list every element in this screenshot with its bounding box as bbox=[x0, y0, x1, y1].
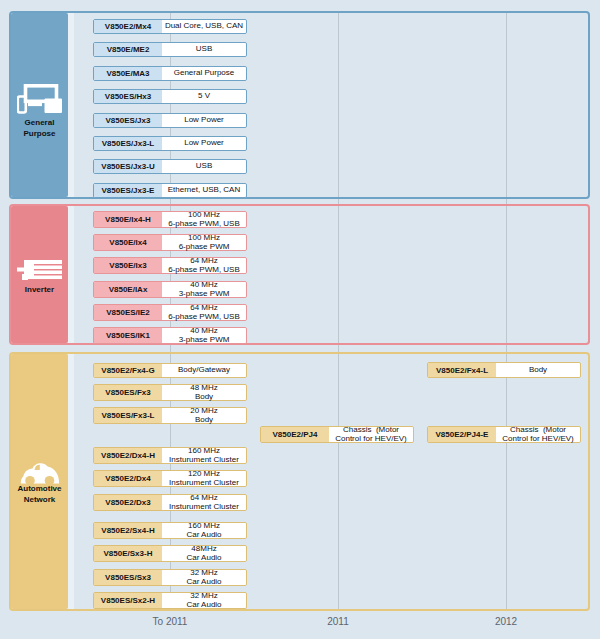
chip-V850E/MA3: V850E/MA3General Purpose bbox=[93, 66, 247, 81]
part-number: V850ES/Sx3 bbox=[94, 570, 162, 585]
chip-V850E/Ix4: V850E/Ix4100 MHz6-phase PWM bbox=[93, 234, 247, 251]
part-description: Low Power bbox=[162, 114, 246, 127]
part-description: 20 MHzBody bbox=[162, 408, 246, 423]
timeline-label: To 2011 bbox=[153, 616, 188, 627]
chip-V850E2/Fx4-L: V850E2/Fx4-LBody bbox=[427, 362, 581, 378]
chip-V850E/Ix3: V850E/Ix364 MHz6-phase PWM, USB bbox=[93, 257, 247, 274]
part-number: V850E2/PJ4-E bbox=[428, 427, 496, 442]
part-number: V850E/MA3 bbox=[94, 67, 162, 80]
part-description: 48 MHzBody bbox=[162, 385, 246, 400]
part-description: 40 MHz3-phase PWM bbox=[162, 328, 246, 343]
part-description: 64 MHz6-phase PWM, USB bbox=[162, 258, 246, 273]
part-number: V850E/Ix4-H bbox=[94, 212, 162, 227]
part-number: V850E/Ix3 bbox=[94, 258, 162, 273]
chip-V850E2/Fx4-G: V850E2/Fx4-GBody/Gateway bbox=[93, 363, 247, 378]
part-number: V850E2/Dx4-H bbox=[94, 448, 162, 463]
chip-V850E/IAx: V850E/IAx40 MHz3-phase PWM bbox=[93, 281, 247, 298]
part-number: V850ES/IK1 bbox=[94, 328, 162, 343]
part-description: 32 MHzCar Audio bbox=[162, 593, 246, 608]
part-description: Chassis (MotorControl for HEV/EV) bbox=[329, 427, 413, 442]
part-number: V850ES/Jx3-E bbox=[94, 184, 162, 197]
part-number: V850E/Sx3-H bbox=[94, 546, 162, 561]
chip-V850ES/Sx2-H: V850ES/Sx2-H32 MHzCar Audio bbox=[93, 592, 247, 609]
chip-V850ES/Jx3: V850ES/Jx3Low Power bbox=[93, 113, 247, 128]
chip-V850E2/Mx4: V850E2/Mx4Dual Core, USB, CAN bbox=[93, 19, 247, 34]
chip-V850E/Sx3-H: V850E/Sx3-H48MHzCar Audio bbox=[93, 545, 247, 562]
section-inverter: Inverter V850E/Ix4-H100 MHz6-phase PWM, U… bbox=[9, 204, 590, 345]
part-description: 5 V bbox=[162, 90, 246, 103]
part-number: V850ES/Jx3-L bbox=[94, 137, 162, 150]
part-description: 64 MHz6-phase PWM, USB bbox=[162, 305, 246, 320]
part-description: 160 MHzInsturument Cluster bbox=[162, 448, 246, 463]
chip-V850E2/PJ4: V850E2/PJ4Chassis (MotorControl for HEV/… bbox=[260, 426, 414, 443]
part-description: 40 MHz3-phase PWM bbox=[162, 282, 246, 297]
chip-V850ES/Fx3: V850ES/Fx348 MHzBody bbox=[93, 384, 247, 401]
part-number: V850ES/Jx3-U bbox=[94, 160, 162, 173]
sidebar-gap bbox=[68, 354, 74, 609]
part-description: 100 MHz6-phase PWM bbox=[162, 235, 246, 250]
chip-V850ES/Jx3-U: V850ES/Jx3-UUSB bbox=[93, 159, 247, 174]
part-number: V850E2/Dx4 bbox=[94, 471, 162, 486]
sidebar-gap bbox=[68, 13, 74, 197]
part-number: V850ES/Sx2-H bbox=[94, 593, 162, 608]
part-number: V850E2/Sx4-H bbox=[94, 523, 162, 538]
part-number: V850ES/Fx3 bbox=[94, 385, 162, 400]
part-description: 160 MHzCar Audio bbox=[162, 523, 246, 538]
chip-V850E/ME2: V850E/ME2USB bbox=[93, 42, 247, 57]
part-number: V850E2/PJ4 bbox=[261, 427, 329, 442]
chip-V850ES/Sx3: V850ES/Sx332 MHzCar Audio bbox=[93, 569, 247, 586]
part-description: USB bbox=[162, 43, 246, 56]
chip-V850E2/Dx4: V850E2/Dx4120 MHzInsturument Cluster bbox=[93, 470, 247, 487]
chip-V850E2/Dx4-H: V850E2/Dx4-H160 MHzInsturument Cluster bbox=[93, 447, 247, 464]
part-description: Low Power bbox=[162, 137, 246, 150]
part-number: V850E/ME2 bbox=[94, 43, 162, 56]
timeline-label: 2011 bbox=[327, 616, 349, 627]
chip-V850E/Ix4-H: V850E/Ix4-H100 MHz6-phase PWM, USB bbox=[93, 211, 247, 228]
part-number: V850ES/Fx3-L bbox=[94, 408, 162, 423]
part-number: V850ES/IE2 bbox=[94, 305, 162, 320]
part-description: Body bbox=[496, 363, 580, 377]
devices-icon bbox=[11, 84, 68, 118]
section-label-automotive-network: AutomotiveNetwork bbox=[11, 484, 68, 505]
section-automotive-network: AutomotiveNetwork V850E2/Fx4-GBody/Gatewa… bbox=[9, 352, 590, 611]
timeline-label: 2012 bbox=[495, 616, 517, 627]
chip-V850ES/Hx3: V850ES/Hx35 V bbox=[93, 89, 247, 104]
chip-V850E2/Sx4-H: V850E2/Sx4-H160 MHzCar Audio bbox=[93, 522, 247, 539]
part-description: Ethernet, USB, CAN bbox=[162, 184, 246, 197]
chip-V850ES/Fx3-L: V850ES/Fx3-L20 MHzBody bbox=[93, 407, 247, 424]
part-number: V850E2/Dx3 bbox=[94, 495, 162, 510]
part-number: V850E2/Mx4 bbox=[94, 20, 162, 33]
chip-V850E2/Dx3: V850E2/Dx364 MHzInsturument Cluster bbox=[93, 494, 247, 511]
part-description: Dual Core, USB, CAN bbox=[162, 20, 246, 33]
chip-V850E2/PJ4-E: V850E2/PJ4-EChassis (MotorControl for HE… bbox=[427, 426, 581, 443]
part-number: V850ES/Hx3 bbox=[94, 90, 162, 103]
section-general-purpose: GeneralPurpose V850E2/Mx4Dual Core, USB, … bbox=[9, 11, 590, 199]
part-description: USB bbox=[162, 160, 246, 173]
part-number: V850ES/Jx3 bbox=[94, 114, 162, 127]
part-description: 120 MHzInsturument Cluster bbox=[162, 471, 246, 486]
part-number: V850E/Ix4 bbox=[94, 235, 162, 250]
motor-icon bbox=[11, 258, 68, 286]
section-label-inverter: Inverter bbox=[11, 285, 68, 296]
chip-V850ES/IE2: V850ES/IE264 MHz6-phase PWM, USB bbox=[93, 304, 247, 321]
chip-V850ES/IK1: V850ES/IK140 MHz3-phase PWM bbox=[93, 327, 247, 344]
chip-V850ES/Jx3-E: V850ES/Jx3-EEthernet, USB, CAN bbox=[93, 183, 247, 198]
roadmap-diagram: To 2011 2011 2012 GeneralPurpose V850E2/Mx4D… bbox=[0, 0, 600, 639]
part-description: 48MHzCar Audio bbox=[162, 546, 246, 561]
part-description: 100 MHz6-phase PWM, USB bbox=[162, 212, 246, 227]
part-description: General Purpose bbox=[162, 67, 246, 80]
part-number: V850E2/Fx4-G bbox=[94, 364, 162, 377]
chip-V850ES/Jx3-L: V850ES/Jx3-LLow Power bbox=[93, 136, 247, 151]
part-number: V850E2/Fx4-L bbox=[428, 363, 496, 377]
section-label-general-purpose: GeneralPurpose bbox=[11, 118, 68, 139]
part-description: 32 MHzCar Audio bbox=[162, 570, 246, 585]
sidebar-gap bbox=[68, 206, 74, 343]
part-description: 64 MHzInsturument Cluster bbox=[162, 495, 246, 510]
part-description: Body/Gateway bbox=[162, 364, 246, 377]
part-description: Chassis (MotorControl for HEV/EV) bbox=[496, 427, 580, 442]
part-number: V850E/IAx bbox=[94, 282, 162, 297]
